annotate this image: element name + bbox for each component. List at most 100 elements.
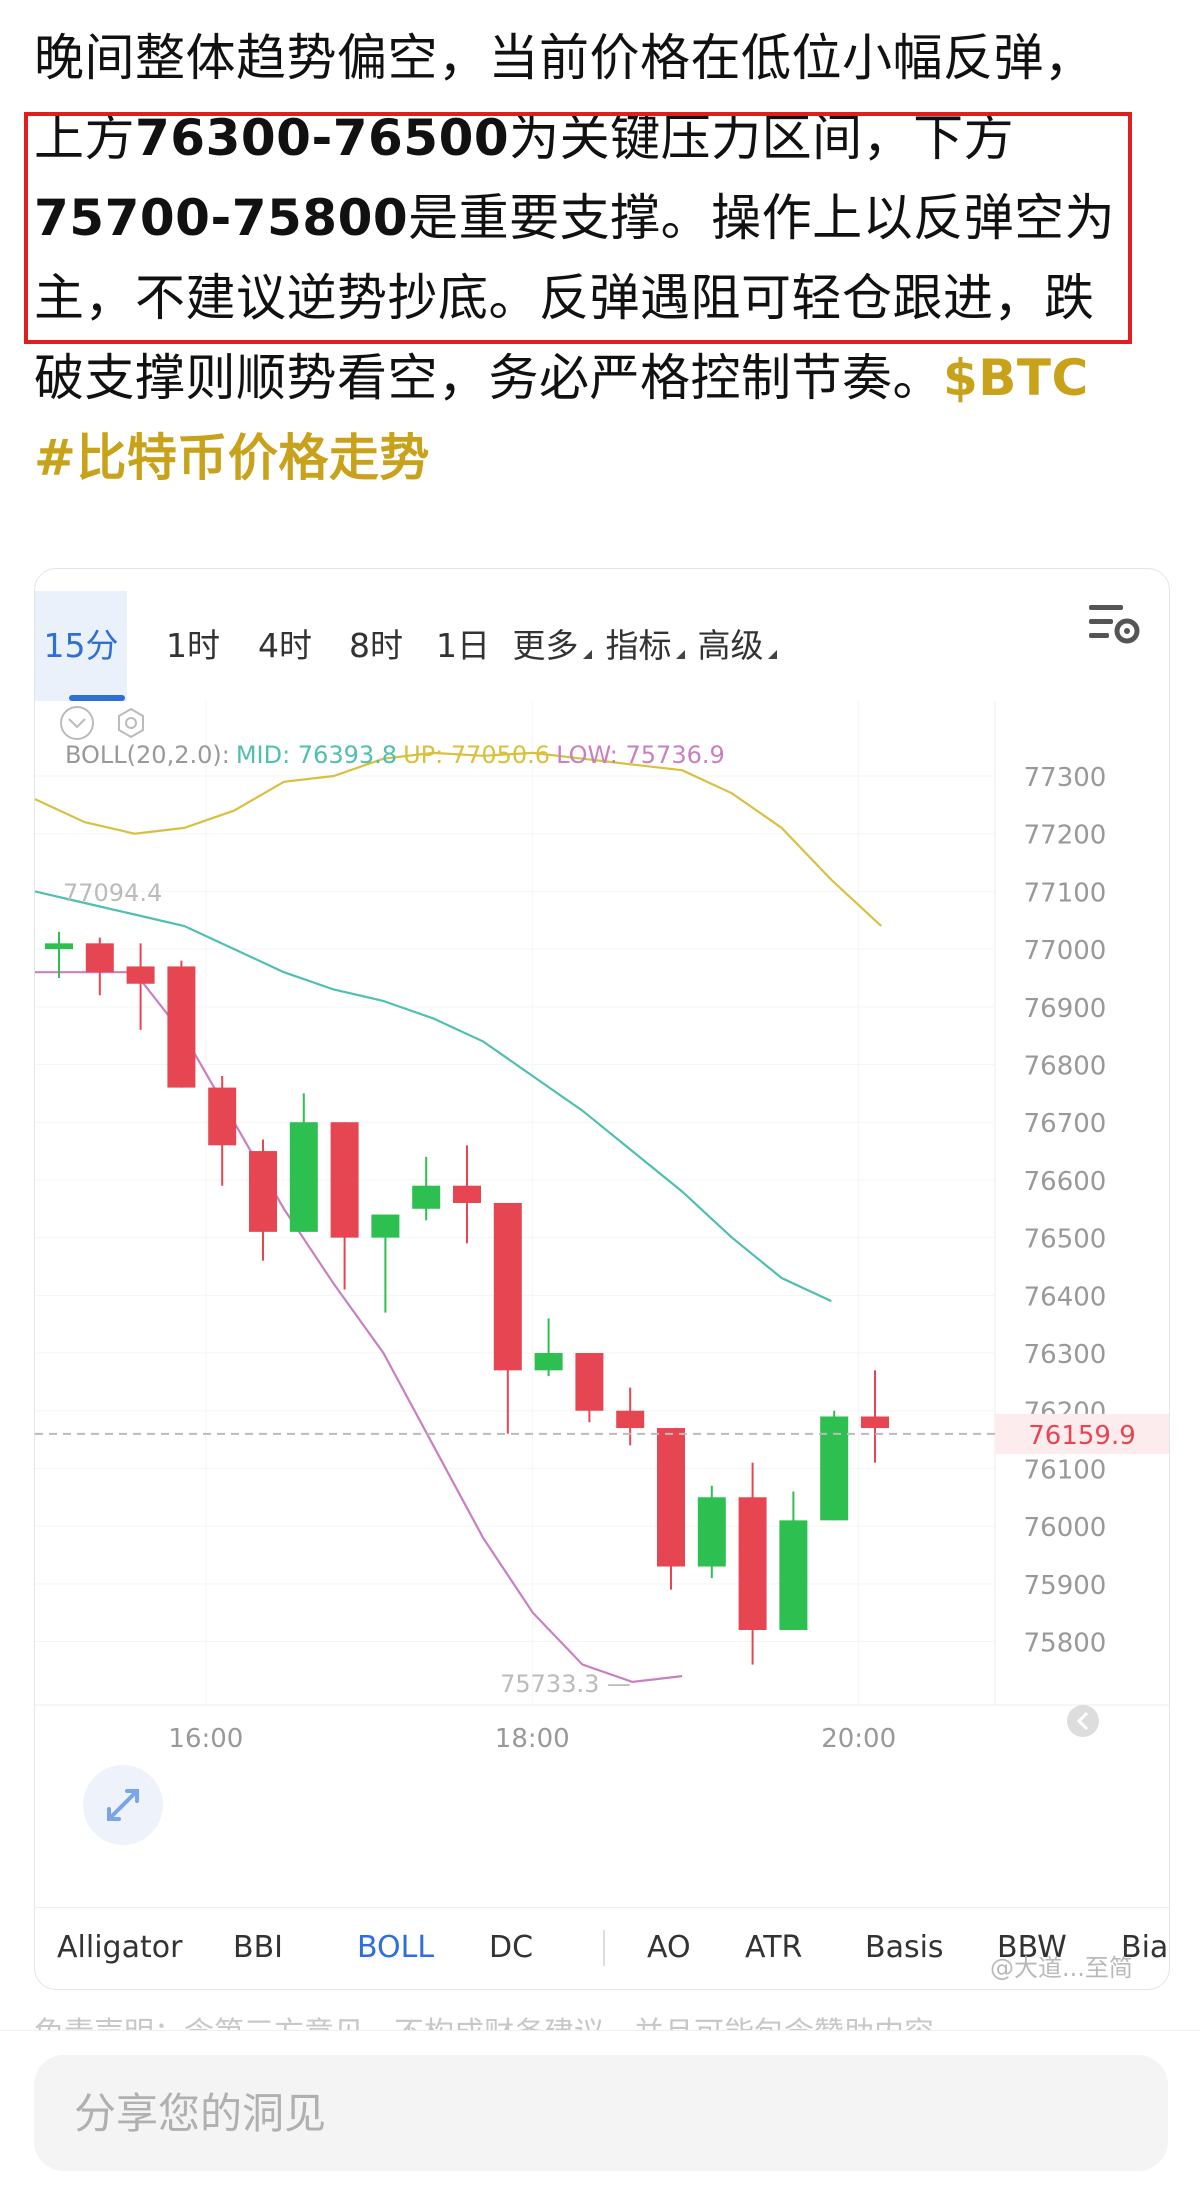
current-price-tag <box>995 1413 1169 1454</box>
tab-label: 15分 <box>43 626 119 665</box>
candle-body <box>45 943 73 950</box>
indicator-dc[interactable]: DC <box>489 1930 534 1965</box>
y-tick-label: 76100 <box>1024 1455 1107 1485</box>
scroll-to-latest-icon <box>1067 1705 1099 1737</box>
post-text-segment: 主，不建议逆势抄底。反弹遇阻可轻仓跟进，跌 <box>34 269 1095 327</box>
hashtag-link[interactable]: 比特币价格走势 <box>76 429 430 487</box>
boll-legend-low: LOW: 75736.9 <box>556 741 725 769</box>
tab-label: 1时 <box>166 626 220 665</box>
boll-legend-label: BOLL(20,2.0): <box>65 741 230 769</box>
gear-center-icon <box>125 717 137 729</box>
chart-svg: 77300 77200 77100 77000 76900 76800 76700 76600… <box>35 701 1169 1754</box>
share-bar <box>0 2030 1200 2186</box>
chart-settings-icon[interactable] <box>1087 599 1143 649</box>
candle-body <box>330 1122 359 1238</box>
post-text-segment: 破支撑则顺势看空，务必严格控制节奏。 <box>34 349 943 407</box>
price-level: 75700-75800 <box>34 189 409 247</box>
low-price-marker: 75733.3 — <box>500 1670 631 1698</box>
expand-arrows-icon[interactable] <box>83 1765 163 1845</box>
hashtag-link[interactable]: $BTC <box>943 349 1089 407</box>
post-text-segment: 上方 <box>34 109 135 167</box>
post-line: 破支撑则顺势看空，务必严格控制节奏。$BTC <box>34 338 1174 418</box>
tab-label: 1日 <box>436 626 490 665</box>
tab-label: 8时 <box>349 626 403 665</box>
boll-legend-up: UP: 77050.6 <box>403 741 550 769</box>
candle-body <box>453 1185 481 1203</box>
caret-icon <box>767 650 777 659</box>
y-tick-label: 77000 <box>1024 936 1107 966</box>
indicator-basis[interactable]: Basis <box>865 1930 944 1965</box>
candle-body <box>534 1353 563 1371</box>
chevron-down-icon <box>68 718 86 729</box>
post-line: 75700-75800是重要支撑。操作上以反弹空为 <box>34 178 1174 258</box>
candle-body <box>412 1185 441 1209</box>
indicator-bbw[interactable]: BBW <box>997 1930 1067 1965</box>
caret-icon <box>582 650 592 659</box>
tab-7[interactable]: 指标 <box>599 591 691 701</box>
candle-body <box>697 1497 726 1567</box>
candle-body <box>208 1087 237 1146</box>
tab-label: 高级 <box>697 626 764 665</box>
hexagon-gear-icon <box>118 707 144 739</box>
timeframe-tabs: 15分 1时 4时 8时 1日 更多 指标 高级 <box>35 591 1169 701</box>
indicator-boll[interactable]: BOLL <box>357 1930 435 1965</box>
tab-3[interactable]: 4时 <box>239 591 331 701</box>
tab-1[interactable]: 15分 <box>35 591 127 701</box>
candle-body <box>779 1520 808 1630</box>
candle-body <box>85 943 114 973</box>
tab-2[interactable]: 1时 <box>147 591 239 701</box>
candle-body <box>289 1122 318 1232</box>
active-tab-indicator <box>69 695 125 701</box>
indicator-bia[interactable]: Bia <box>1121 1930 1169 1965</box>
candle-body <box>738 1497 767 1630</box>
y-tick-label: 76000 <box>1024 1513 1107 1543</box>
indicator-alligator[interactable]: Alligator <box>57 1930 183 1965</box>
candle-body <box>371 1214 400 1238</box>
x-tick-label: 16:00 <box>168 1724 243 1754</box>
post-text: 晚间整体趋势偏空，当前价格在低位小幅反弹， 上方76300-76500为关键压力区… <box>34 18 1174 498</box>
indicator-atr[interactable]: ATR <box>745 1930 803 1965</box>
boll-mid-line <box>35 890 832 1303</box>
candlestick-chart[interactable]: 77300 77200 77100 77000 76900 76800 76700 76600… <box>35 701 1169 1901</box>
current-price-label: 76159.9 <box>1028 1421 1136 1451</box>
plot-background <box>35 701 1169 1705</box>
post-line: 主，不建议逆势抄底。反弹遇阻可轻仓跟进，跌 <box>34 258 1174 338</box>
tab-5[interactable]: 1日 <box>421 591 505 701</box>
hashtag-link[interactable]: # <box>34 429 77 487</box>
x-tick-label: 20:00 <box>821 1724 896 1754</box>
y-tick-label: 77200 <box>1024 821 1107 851</box>
y-tick-label: 76500 <box>1024 1225 1107 1255</box>
y-tick-label: 76800 <box>1024 1052 1107 1082</box>
y-tick-label: 76300 <box>1024 1340 1107 1370</box>
indicator-divider <box>603 1930 605 1966</box>
tab-label: 4时 <box>258 626 312 665</box>
post-text-segment: 是重要支撑。操作上以反弹空为 <box>408 189 1116 247</box>
price-level: 76300-76500 <box>135 109 510 167</box>
indicator-ao[interactable]: AO <box>647 1930 691 1965</box>
indicator-bbi[interactable]: BBI <box>233 1930 284 1965</box>
y-tick-label: 76900 <box>1024 994 1107 1024</box>
boll-legend-mid: MID: 76393.8 <box>236 741 397 769</box>
candle-body <box>861 1416 889 1429</box>
caret-icon <box>675 650 685 659</box>
candle-body <box>493 1203 522 1371</box>
y-tick-label: 77100 <box>1024 878 1107 908</box>
tab-6[interactable]: 更多 <box>505 591 599 701</box>
y-tick-label: 76700 <box>1024 1109 1107 1139</box>
y-tick-label: 77300 <box>1024 763 1107 793</box>
y-tick-label: 76600 <box>1024 1167 1107 1197</box>
share-input[interactable] <box>34 2055 1168 2171</box>
y-tick-label: 76400 <box>1024 1282 1107 1312</box>
tab-4[interactable]: 8时 <box>331 591 421 701</box>
tab-8[interactable]: 高级 <box>691 591 783 701</box>
post-text-segment: 为关键压力区间，下方 <box>509 109 1015 167</box>
candle-body <box>616 1410 645 1429</box>
boll-up-line <box>35 751 882 927</box>
boll-legend: BOLL(20,2.0): MID: 76393.8 UP: 77050.6 LOW:… <box>65 741 725 769</box>
candle-body <box>167 966 196 1088</box>
watermark: @大道...至简 <box>990 1954 1133 1982</box>
tab-label: 更多 <box>512 626 579 665</box>
chart-card: 15分 1时 4时 8时 1日 更多 指标 高级 77300 77200 77100 77000 76… <box>34 568 1170 1990</box>
high-price-marker: 77094.4 <box>63 879 162 907</box>
post-line: 上方76300-76500为关键压力区间，下方 <box>34 98 1174 178</box>
